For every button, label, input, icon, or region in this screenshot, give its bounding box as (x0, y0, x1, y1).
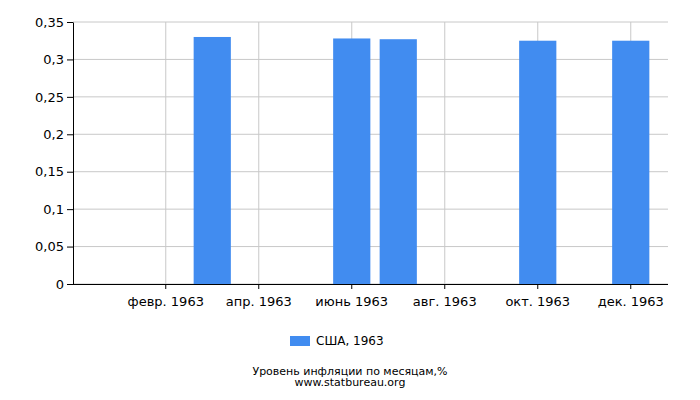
tick-label: окт. 1963 (505, 294, 570, 309)
y-axis: 0 0,05 0,1 0,15 0,2 0,25 0,3 0,35 (35, 15, 73, 292)
axis-line (73, 284, 668, 285)
grid-line (258, 22, 259, 284)
tick: 0,1 (43, 202, 73, 217)
tick-label: февр. 1963 (128, 294, 204, 309)
tick-mark (67, 97, 73, 98)
tick-label: дек. 1963 (598, 294, 664, 309)
grid-line (165, 22, 166, 284)
tick: 0,05 (35, 239, 73, 254)
tick: авг. 1963 (413, 284, 477, 309)
bar (566, 284, 603, 285)
bar (333, 38, 370, 284)
tick-label: 0 (56, 277, 64, 292)
tick-label: 0,3 (43, 52, 64, 67)
grid-line (73, 246, 668, 247)
tick-label: 0,35 (35, 15, 64, 30)
tick: февр. 1963 (128, 284, 204, 309)
tick-label: 0,2 (43, 127, 64, 142)
tick: 0,25 (35, 90, 73, 105)
tick: 0,2 (43, 127, 73, 142)
tick: июнь 1963 (315, 284, 388, 309)
subtitle: www.statbureau.org (295, 376, 406, 389)
tick-mark (630, 284, 631, 289)
grid-line (444, 22, 445, 284)
legend-label: США, 1963 (316, 334, 384, 348)
tick-label: авг. 1963 (413, 294, 477, 309)
grid-line (73, 22, 668, 23)
bar (612, 41, 649, 284)
bars (194, 37, 650, 284)
bar (194, 37, 231, 284)
tick-mark (165, 284, 166, 289)
grid-line (73, 284, 668, 285)
tick-mark (67, 134, 73, 135)
tick: 0,3 (43, 52, 73, 67)
grid-line (73, 59, 668, 60)
bar (519, 41, 556, 284)
tick-mark (444, 284, 445, 289)
tick-label: 0,05 (35, 239, 64, 254)
tick-mark (67, 59, 73, 60)
bar (426, 284, 463, 285)
grid-line (73, 171, 668, 172)
tick-label: апр. 1963 (226, 294, 292, 309)
axis-line (73, 23, 74, 285)
tick-mark (67, 22, 73, 23)
bar (147, 284, 184, 285)
tick: апр. 1963 (226, 284, 292, 309)
tick-mark (537, 284, 538, 289)
tick-mark (351, 284, 352, 289)
tick: 0,15 (35, 164, 73, 179)
chart: 0 0,05 0,1 0,15 0,2 0,25 0,3 0,35 февр. 1963 апр.… (0, 0, 700, 400)
grid-line (73, 209, 668, 210)
legend: США, 1963 (290, 334, 384, 348)
bar (380, 39, 417, 284)
tick-label: 0,25 (35, 90, 64, 105)
tick-mark (67, 209, 73, 210)
legend-swatch (290, 336, 310, 346)
tick: окт. 1963 (505, 284, 570, 309)
tick-label: июнь 1963 (315, 294, 388, 309)
bar (473, 284, 510, 285)
tick: 0 (56, 277, 73, 292)
bar (101, 284, 138, 285)
tick-mark (67, 247, 73, 248)
tick-label: 0,1 (43, 202, 64, 217)
tick: дек. 1963 (598, 284, 664, 309)
bar (287, 284, 324, 285)
grid-line (73, 134, 668, 135)
bar (240, 284, 277, 285)
tick-mark (67, 172, 73, 173)
grid (73, 22, 668, 284)
tick-mark (258, 284, 259, 289)
tick-mark (67, 284, 73, 285)
tick-label: 0,15 (35, 164, 64, 179)
grid-line (73, 96, 668, 97)
x-axis: февр. 1963 апр. 1963 июнь 1963 авг. 1963 окт… (73, 284, 668, 309)
tick: 0,35 (35, 15, 73, 30)
